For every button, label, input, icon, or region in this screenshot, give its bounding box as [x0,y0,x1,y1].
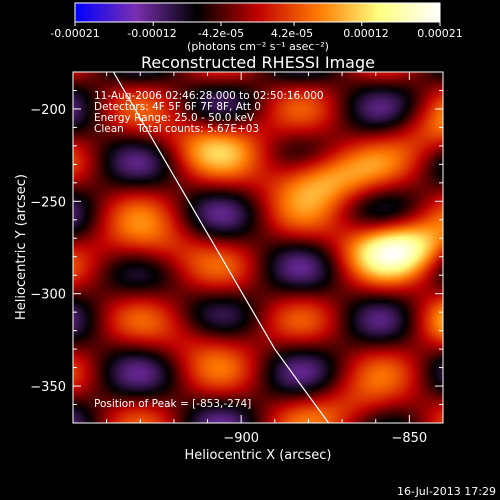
y-tick-label: −350 [30,380,66,395]
colorbar: -0.00021 -0.00012 -4.2e-05 4.2e-05 0.000… [50,2,463,53]
plot-frame [72,71,444,424]
colorbar-ticks [74,22,441,26]
y-axis-label: Heliocentric Y (arcsec) [14,174,29,320]
colorbar-tick-label: 4.2e-05 [271,27,313,40]
colorbar-tick-label: -0.00012 [127,27,176,40]
x-tick-label: −850 [392,431,428,446]
colorbar-tick-label: 0.00012 [343,27,389,40]
y-tick-labels: −200 −250 −300 −350 [30,103,66,395]
colorbar-tick-label: -4.2e-05 [198,27,244,40]
info-line: Detectors: 4F 5F 6F 7F 8F, Att 0 [94,101,261,113]
x-axis-label: Heliocentric X (arcsec) [185,448,332,463]
y-tick-label: −300 [30,288,66,303]
heatmap-image [73,72,443,423]
chart-title: Reconstructed RHESSI Image [141,53,375,72]
info-annotations: 11-Aug-2006 02:46:28.000 to 02:50:16.000… [94,90,324,410]
peak-position-label: Position of Peak = [-853,-274] [94,398,251,410]
colorbar-gradient [74,2,441,23]
y-tick-label: −250 [30,195,66,210]
colorbar-tick-label: -0.00021 [50,27,99,40]
footer-timestamp: 16-Jul-2013 17:29 [397,485,496,498]
colorbar-unit-label: (photons cm⁻² s⁻¹ asec⁻²) [187,40,329,53]
axis-ticks [72,71,444,424]
y-tick-label: −200 [30,103,66,118]
x-tick-label: −900 [223,431,259,446]
info-line: 11-Aug-2006 02:46:28.000 to 02:50:16.000 [94,90,324,102]
info-line: Clean Total counts: 5.67E+03 [94,123,259,135]
x-tick-labels: −900−850−800 [223,431,428,446]
colorbar-tick-label: 0.00021 [417,27,463,40]
info-line: Energy Range: 25.0 - 50.0 keV [94,112,255,124]
solar-limb-curve [112,72,330,423]
